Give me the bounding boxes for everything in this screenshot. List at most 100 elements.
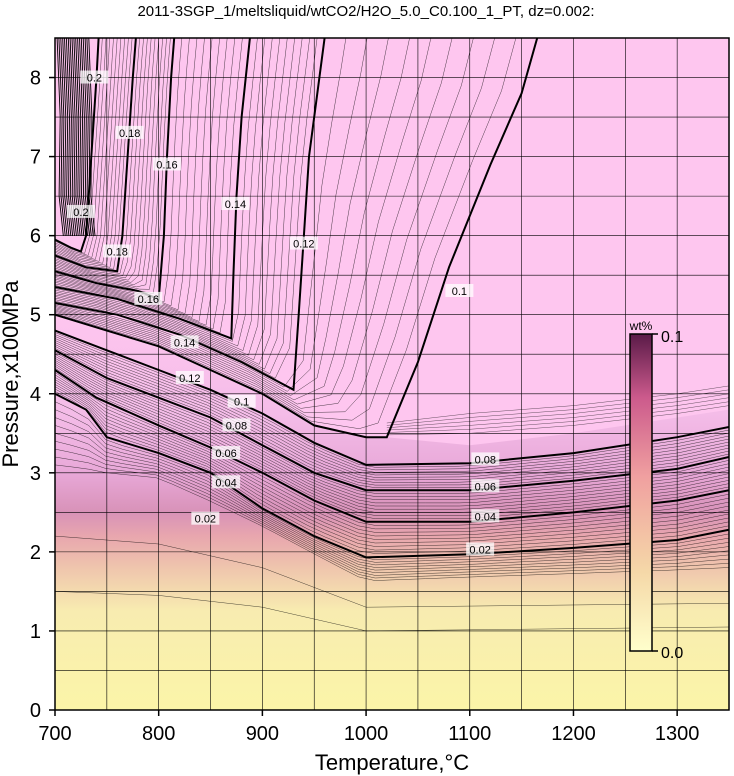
minor-contour <box>55 38 198 311</box>
minor-contour <box>55 38 228 326</box>
y-axis-ticks: 0 1 2 3 4 5 6 7 8 <box>30 68 55 722</box>
minor-contour <box>55 38 295 365</box>
minor-contour <box>55 38 148 279</box>
colorbar-unit: wt% <box>629 319 653 333</box>
minor-contour <box>55 358 729 504</box>
minor-contour <box>55 38 235 330</box>
contour-label-bg <box>227 394 256 408</box>
minor-contour <box>55 38 171 295</box>
minor-contour <box>55 417 729 566</box>
x-axis-title: Temperature,°C <box>315 750 469 775</box>
minor-contour <box>55 360 729 507</box>
minor-contour <box>55 441 729 573</box>
minor-contour <box>55 361 729 510</box>
minor-contour <box>55 354 729 497</box>
major-contour-0.12 <box>55 38 326 392</box>
contour-label-bg <box>445 283 474 297</box>
contour-label-bg <box>212 446 241 460</box>
contour-label: 0.18 <box>107 246 128 258</box>
contour-label: 0.1 <box>452 286 467 298</box>
major-contour-0.02 <box>55 392 729 559</box>
minor-contour <box>55 38 495 421</box>
minor-contour <box>55 38 410 401</box>
x-tick-label: 1100 <box>448 723 491 745</box>
contour-label-bg <box>466 542 495 556</box>
colorbar: wt% 0.1 0.0 <box>629 319 684 662</box>
minor-contour <box>55 38 347 388</box>
major-contour-0.1 <box>55 38 539 439</box>
contour-label-bg <box>134 291 163 305</box>
minor-contour <box>55 338 729 476</box>
major-contour-0.04 <box>55 369 729 523</box>
minor-contour <box>55 38 318 379</box>
contour-label-bg <box>222 418 251 432</box>
minor-contour <box>55 391 729 554</box>
contour-label-bg <box>115 125 144 139</box>
minor-contour <box>55 433 729 571</box>
minor-contour <box>55 336 729 473</box>
contour-label: 0.12 <box>179 373 200 385</box>
contour-label: 0.08 <box>475 454 496 466</box>
y-tick-label: 3 <box>30 463 41 485</box>
minor-contour <box>55 38 167 290</box>
major-contour-0.14 <box>55 38 251 340</box>
minor-contour <box>55 38 213 318</box>
contour-label-bg <box>170 335 199 349</box>
minor-contour <box>55 381 729 540</box>
contour-label: 0.04 <box>475 511 496 523</box>
grid <box>55 38 729 710</box>
minor-contour <box>55 38 258 342</box>
minor-contour <box>55 374 729 530</box>
minor-contour <box>55 464 729 581</box>
minor-contour <box>55 356 729 500</box>
minor-contour <box>55 401 729 560</box>
colorbar-min-label: 0.0 <box>661 645 683 662</box>
contour-label: 0.04 <box>215 477 236 489</box>
contour-label-bg <box>289 236 318 250</box>
minor-contour <box>55 38 156 283</box>
minor-contour <box>55 340 729 478</box>
contour-label: 0.2 <box>73 207 88 219</box>
minor-contour <box>55 38 205 314</box>
minor-contour <box>55 388 729 551</box>
minor-contour <box>55 384 729 544</box>
minor-contour <box>55 38 280 356</box>
x-tick-label: 800 <box>142 723 175 745</box>
minor-contour <box>55 346 729 486</box>
minor-contours <box>55 38 729 632</box>
y-tick-label: 0 <box>30 700 41 722</box>
major-contour-0.16 <box>55 38 176 301</box>
dense-contour <box>60 38 68 236</box>
minor-contour <box>55 38 273 351</box>
contour-label: 0.12 <box>293 239 314 251</box>
y-tick-label: 5 <box>30 305 41 327</box>
x-axis-ticks: 700 800 900 1000 1100 1200 1300 <box>38 710 699 745</box>
contour-label: 0.14 <box>225 199 246 211</box>
minor-contour <box>55 38 220 322</box>
minor-contour <box>55 38 517 429</box>
minor-contour <box>55 448 729 576</box>
x-tick-label: 900 <box>246 723 279 745</box>
contour-label-bg <box>221 197 250 211</box>
y-tick-label: 1 <box>30 621 41 643</box>
minor-contour <box>55 344 729 483</box>
y-tick-label: 6 <box>30 226 41 248</box>
minor-contour <box>55 409 729 563</box>
contour-label-bg <box>103 244 132 258</box>
minor-contour <box>55 38 368 392</box>
contour-label: 0.16 <box>156 159 177 171</box>
y-tick-label: 8 <box>30 68 41 90</box>
colorbar-gradient <box>629 333 653 652</box>
contour-label: 0.14 <box>174 337 195 349</box>
contour-label: 0.2 <box>87 73 102 85</box>
minor-contour <box>55 38 144 276</box>
contour-label-bg <box>152 157 181 171</box>
contour-label: 0.06 <box>475 481 496 493</box>
minor-contour <box>55 38 152 281</box>
contour-label-bg <box>80 70 109 84</box>
y-axis-title: Pressure,x100MPa <box>0 280 23 468</box>
contour-label: 0.1 <box>234 397 249 409</box>
contour-label: 0.06 <box>215 448 236 460</box>
contour-label: 0.02 <box>195 514 216 526</box>
